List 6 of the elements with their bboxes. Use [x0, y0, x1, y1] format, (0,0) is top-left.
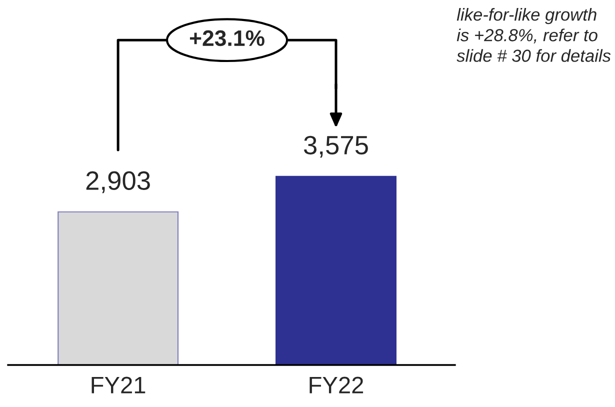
data-label: 2,903: [86, 171, 150, 194]
data-label: 3,575: [304, 136, 368, 158]
x-tick-label: FY21: [92, 376, 146, 394]
x-tick-label: FY22: [310, 376, 364, 394]
text: like-for-like growth is +28.8%, refer to slide # 30 for details: [456, 8, 611, 62]
text: +23.1%: [190, 30, 264, 46]
